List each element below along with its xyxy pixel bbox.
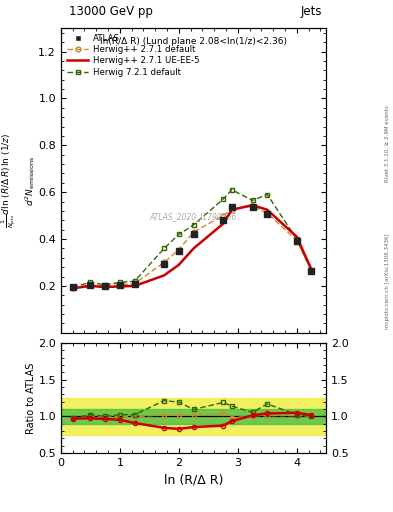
X-axis label: ln (R/Δ R): ln (R/Δ R)	[164, 474, 223, 486]
Legend: ATLAS, Herwig++ 2.7.1 default, Herwig++ 2.7.1 UE-EE-5, Herwig 7.2.1 default: ATLAS, Herwig++ 2.7.1 default, Herwig++ …	[65, 32, 201, 78]
Bar	[61, 398, 326, 435]
Text: ln(R/Δ R) (Lund plane 2.08<ln(1/z)<2.36): ln(R/Δ R) (Lund plane 2.08<ln(1/z)<2.36)	[100, 37, 287, 46]
Text: 13000 GeV pp: 13000 GeV pp	[69, 5, 152, 18]
Text: Jets: Jets	[301, 5, 322, 18]
Text: Rivet 3.1.10, ≥ 2.9M events: Rivet 3.1.10, ≥ 2.9M events	[385, 105, 389, 182]
Y-axis label: Ratio to ATLAS: Ratio to ATLAS	[26, 362, 35, 434]
Y-axis label: $\frac{1}{N_\mathsf{jets}}d\ln\,(R/\Delta\,R)\,\ln\,(1/z)$
$d^2 N_\mathsf{emissi: $\frac{1}{N_\mathsf{jets}}d\ln\,(R/\Delt…	[0, 133, 37, 228]
Text: mcplots.cern.ch [arXiv:1306.3436]: mcplots.cern.ch [arXiv:1306.3436]	[385, 234, 389, 329]
Bar	[61, 409, 326, 424]
Text: ATLAS_2020_I1790256: ATLAS_2020_I1790256	[150, 212, 237, 222]
